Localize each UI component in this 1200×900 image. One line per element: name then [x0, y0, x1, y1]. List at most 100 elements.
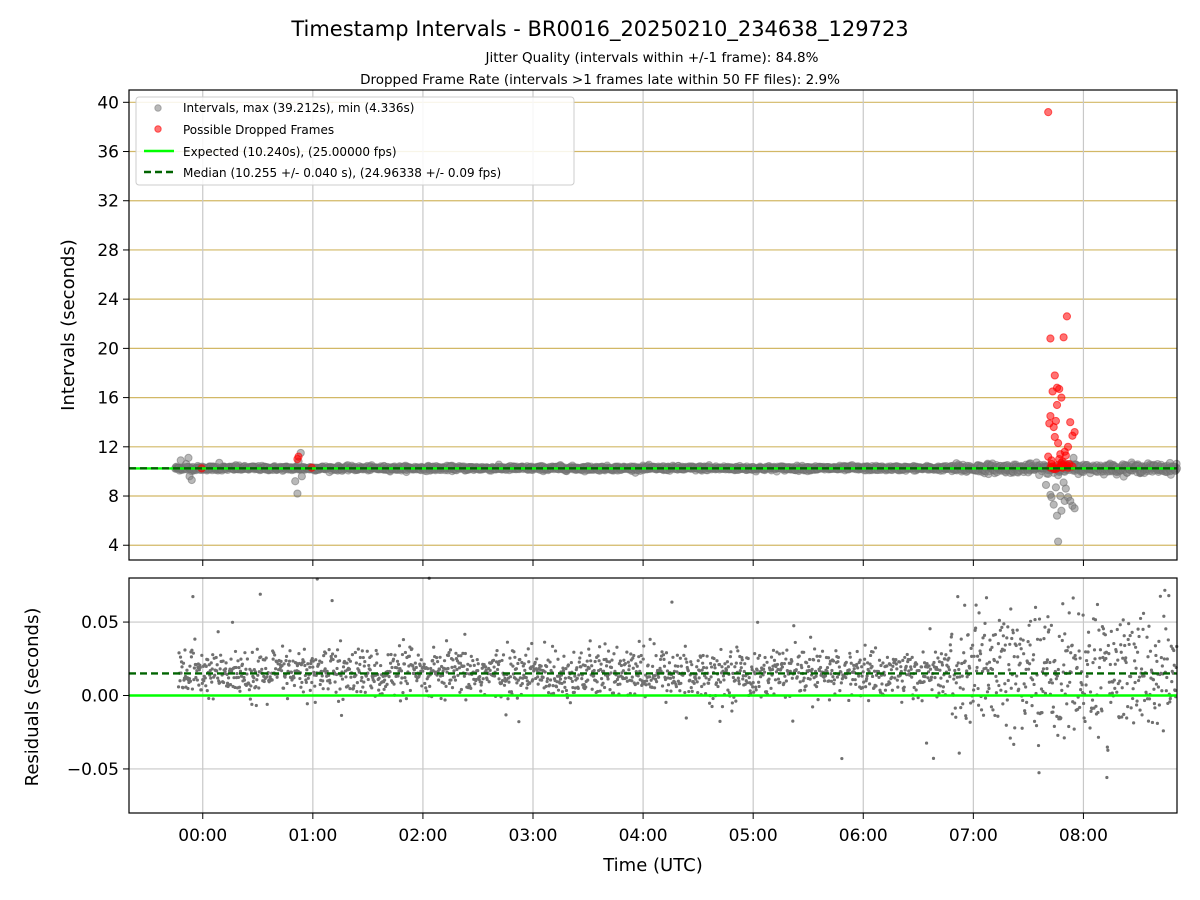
residual-point — [652, 686, 657, 690]
residual-point — [714, 681, 719, 685]
residual-point — [572, 650, 576, 654]
residual-point — [1120, 686, 1124, 690]
residual-point — [1165, 657, 1169, 661]
residual-point — [1072, 727, 1076, 731]
residual-point — [730, 709, 734, 713]
residual-point — [1065, 702, 1069, 706]
residual-point — [848, 655, 852, 659]
residual-point — [1056, 733, 1060, 737]
residual-point — [539, 664, 543, 668]
residual-point — [1126, 705, 1130, 709]
residual-point — [1033, 605, 1038, 609]
residual-point — [561, 669, 566, 673]
residual-point — [632, 653, 636, 658]
residual-point — [513, 655, 517, 659]
residual-point — [599, 662, 603, 666]
residual-point — [385, 682, 389, 687]
residual-point — [420, 684, 424, 688]
residual-point — [530, 641, 534, 646]
residual-point — [245, 657, 249, 661]
dropped-frame-point — [1066, 418, 1075, 427]
residual-point — [1031, 653, 1036, 657]
intervals-y-tick-label: 16 — [97, 389, 119, 409]
residual-point — [1015, 674, 1019, 678]
residual-point — [1137, 634, 1141, 639]
legend-label-dropped: Possible Dropped Frames — [183, 123, 334, 137]
residual-point — [641, 657, 645, 661]
residual-point — [1050, 681, 1054, 685]
residual-point — [358, 662, 362, 666]
residual-point — [292, 683, 297, 688]
residual-point — [1098, 648, 1103, 652]
residual-point — [1100, 709, 1104, 713]
residual-point — [782, 681, 786, 685]
residual-point — [545, 677, 550, 681]
residual-point — [462, 674, 466, 678]
residual-point — [889, 668, 893, 672]
residual-point — [1001, 702, 1005, 706]
residual-point — [1164, 689, 1168, 693]
residual-point — [798, 680, 802, 684]
residual-point — [494, 653, 498, 657]
residual-point — [971, 699, 975, 703]
residual-point — [724, 668, 729, 672]
residual-point — [1060, 638, 1064, 643]
residual-point — [866, 699, 871, 703]
residual-point — [863, 657, 867, 661]
residual-point — [763, 655, 767, 660]
residual-point — [251, 679, 255, 684]
residual-point — [302, 660, 306, 664]
residual-point — [1027, 667, 1031, 671]
residual-point — [310, 680, 314, 685]
residual-point — [785, 648, 789, 652]
residual-point — [895, 667, 899, 671]
residual-point — [191, 595, 195, 599]
residual-point — [450, 686, 455, 690]
residual-point — [769, 655, 774, 659]
interval-point — [1057, 506, 1066, 515]
residual-point — [1118, 679, 1122, 683]
residual-point — [1009, 607, 1013, 611]
residual-point — [218, 680, 222, 685]
residual-point — [320, 674, 324, 678]
residual-point — [560, 690, 565, 694]
residual-point — [1085, 674, 1089, 679]
residual-point — [215, 669, 219, 673]
residual-point — [436, 660, 440, 664]
residual-point — [765, 660, 769, 664]
residual-point — [762, 663, 766, 667]
residual-point — [1150, 720, 1155, 725]
intervals-y-tick-label: 28 — [97, 241, 119, 261]
residual-point — [827, 698, 832, 702]
residual-point — [568, 701, 572, 705]
residual-point — [855, 649, 859, 654]
residual-point — [747, 676, 751, 680]
residual-point — [630, 679, 634, 683]
residual-point — [333, 654, 338, 658]
residual-point — [695, 665, 699, 669]
residual-point — [405, 681, 410, 686]
residual-point — [449, 678, 453, 682]
residual-point — [730, 701, 734, 705]
residual-point — [956, 661, 960, 665]
residual-point — [390, 665, 394, 670]
residual-point — [965, 669, 969, 673]
residual-point — [710, 704, 714, 709]
residual-point — [587, 647, 591, 651]
residual-point — [791, 719, 795, 723]
residual-point — [1003, 682, 1007, 686]
legend: Intervals, max (39.212s), min (4.336s) P… — [135, 96, 575, 186]
residual-point — [514, 667, 518, 671]
residual-point — [637, 639, 641, 643]
residual-point — [733, 665, 737, 669]
residual-point — [664, 700, 668, 704]
residual-point — [667, 661, 672, 665]
residual-point — [727, 691, 731, 695]
residual-point — [1005, 636, 1009, 640]
intervals-y-tick-label: 4 — [108, 536, 119, 556]
residual-point — [1001, 634, 1005, 638]
residual-point — [865, 677, 869, 681]
residual-point — [1043, 625, 1047, 629]
residual-point — [1047, 628, 1051, 632]
residual-point — [950, 632, 954, 636]
